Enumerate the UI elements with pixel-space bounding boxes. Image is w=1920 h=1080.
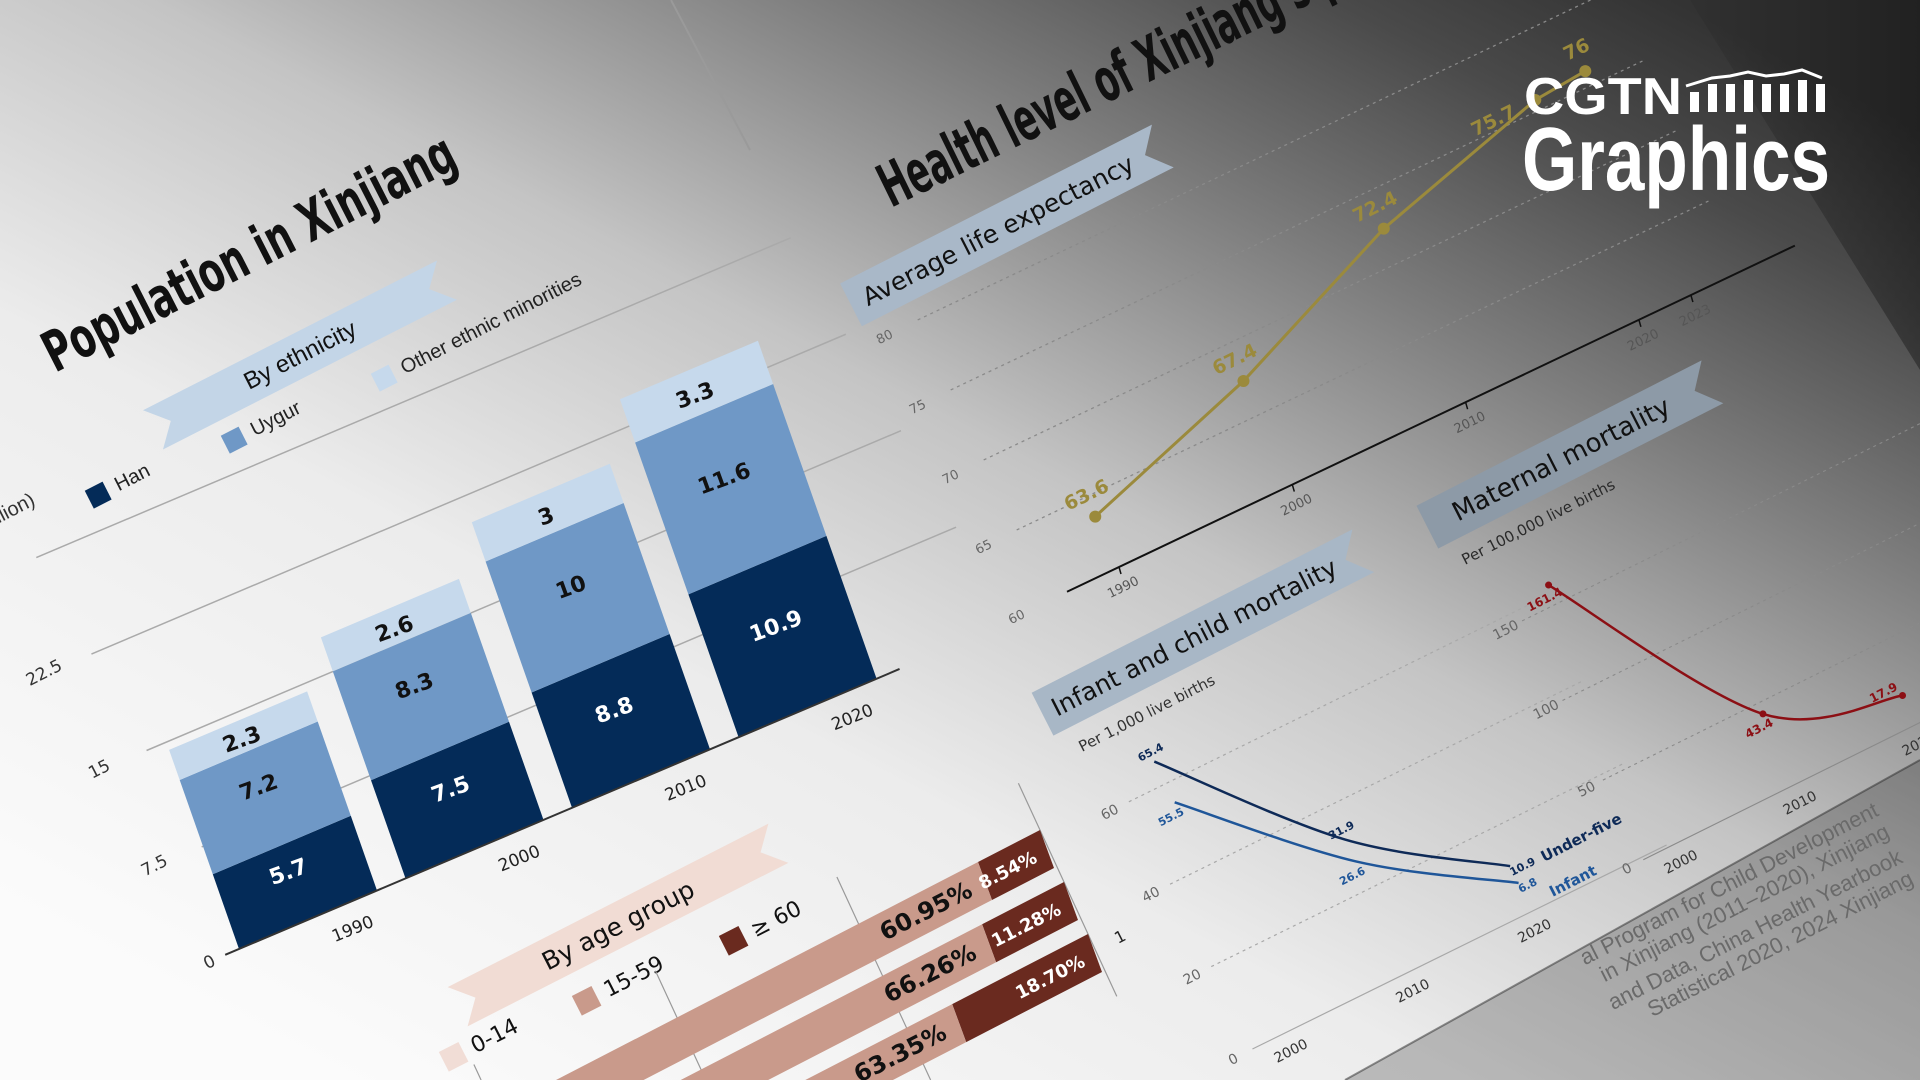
gridline — [1602, 622, 1920, 781]
bar-segment-other-ethnic-minorities — [471, 463, 624, 562]
bar-segment-han — [688, 535, 877, 738]
line-under-five — [1153, 760, 1511, 868]
ribbon-shape — [142, 260, 458, 450]
y-tick-label: 65 — [973, 537, 994, 558]
bar-segment-other-ethnic-minorities — [169, 691, 318, 780]
legend-swatch-other — [370, 364, 398, 392]
gridline — [917, 0, 1593, 321]
gridline — [473, 1064, 482, 1080]
cgtn-graphics-logo: CGTN Graphics — [1522, 68, 1830, 210]
gridline — [1521, 423, 1920, 622]
legend-swatch-15-59 — [571, 985, 602, 1016]
data-point — [1089, 510, 1102, 523]
ribbon-shape — [447, 823, 789, 1027]
y-tick-label: 50 — [1575, 778, 1598, 800]
x-axis-line — [224, 668, 900, 956]
bar-chart-logo-icon — [1685, 68, 1825, 112]
data-point — [1545, 581, 1553, 589]
data-point — [1529, 94, 1542, 106]
y-tick-label: 70 — [940, 467, 961, 488]
age-bar-segment — [978, 830, 1054, 900]
x-tick — [1291, 484, 1296, 492]
data-point — [1759, 710, 1767, 718]
legend-swatch-60-plus — [718, 925, 749, 956]
y-tick-label: 80 — [874, 327, 895, 348]
age-bar-segment — [680, 924, 997, 1080]
gridline — [983, 129, 1678, 461]
x-tick — [1690, 294, 1694, 303]
data-point — [1579, 65, 1592, 78]
gridline — [1016, 199, 1711, 531]
data-point — [1377, 222, 1390, 235]
age-bar-segment — [982, 882, 1078, 963]
bar-segment-uygur — [332, 612, 509, 781]
logo-graphics: Graphics — [1522, 110, 1830, 210]
bar-segment-other-ethnic-minorities — [619, 340, 774, 443]
logo-cgtn: CGTN — [1524, 68, 1682, 126]
line-infant — [1174, 801, 1519, 885]
data-point — [1899, 692, 1907, 700]
x-tick — [1464, 401, 1469, 410]
bar-segment-uygur — [179, 721, 351, 875]
bar-segment-han — [212, 815, 377, 949]
ethnicity-bar-chart: 07.51522.5305.77.22.319907.58.32.620008.… — [0, 237, 957, 974]
legend-swatch-han — [84, 481, 112, 509]
legend-swatch-uygur — [220, 426, 248, 454]
x-axis-line — [1066, 244, 1796, 593]
ribbon-shape — [1416, 360, 1724, 549]
paper-edge-line — [1344, 759, 1920, 1080]
gridline — [1643, 721, 1920, 861]
x-tick — [1118, 566, 1122, 575]
gridline — [36, 237, 791, 559]
y-tick-label: 20 — [1181, 966, 1204, 988]
legend-swatch-0-14 — [438, 1041, 469, 1072]
bar-segment-uygur — [485, 503, 670, 693]
bar-segment-uygur — [635, 384, 827, 595]
y-tick-label: 40 — [1140, 884, 1163, 906]
maternal-mortality-line — [1547, 583, 1903, 721]
bar-segment-han — [371, 721, 544, 879]
x-tick — [1638, 319, 1642, 328]
gridline — [1562, 522, 1920, 701]
gridline — [1252, 844, 1667, 1050]
gridline — [950, 59, 1645, 391]
y-tick-label: 60 — [1098, 801, 1121, 823]
age-bar-segment — [556, 862, 992, 1080]
y-tick-label: 60 — [1006, 607, 1027, 628]
y-tick-label: 75 — [907, 397, 928, 418]
bar-segment-han — [531, 634, 710, 808]
gridline — [1017, 782, 1118, 997]
bar-segment-other-ethnic-minorities — [320, 578, 471, 672]
ribbon-shape — [1031, 529, 1375, 736]
ribbon-shape — [840, 124, 1174, 327]
age-bar-segment — [805, 1004, 967, 1080]
data-point — [1237, 375, 1250, 387]
age-bar-segment — [952, 934, 1102, 1043]
paper-fold-line — [670, 0, 751, 151]
